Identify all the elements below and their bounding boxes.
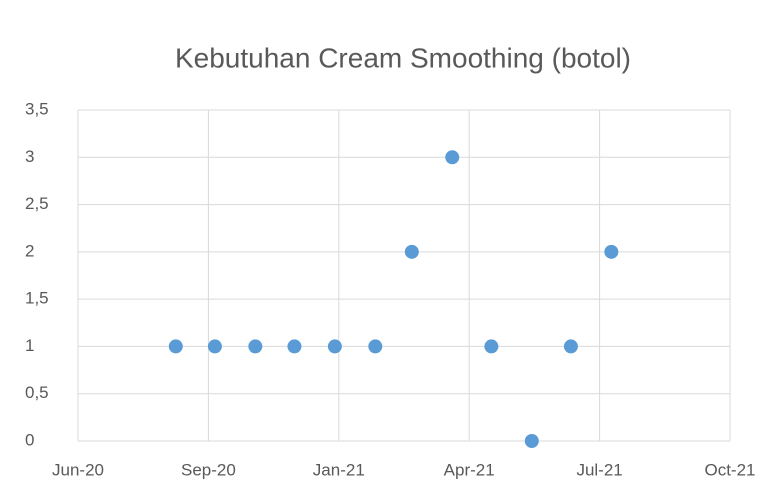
y-tick-label: 3,5 bbox=[25, 99, 49, 118]
chart-title: Kebutuhan Cream Smoothing (botol) bbox=[175, 42, 631, 73]
point bbox=[168, 339, 183, 354]
x-tick-label: Sep-20 bbox=[181, 460, 236, 479]
point bbox=[445, 150, 460, 165]
point bbox=[404, 244, 419, 259]
y-tick-label: 2 bbox=[25, 241, 34, 260]
x-tick-label: Jul-21 bbox=[576, 460, 622, 479]
point bbox=[563, 339, 578, 354]
x-tick-label: Jan-21 bbox=[313, 460, 365, 479]
point bbox=[604, 244, 619, 259]
point bbox=[524, 434, 539, 448]
y-tick-label: 3 bbox=[25, 147, 34, 166]
y-tick-label: 1 bbox=[25, 336, 34, 355]
y-tick-label: 0 bbox=[25, 430, 34, 449]
y-tick-label: 0,5 bbox=[25, 383, 49, 402]
y-tick-label: 2,5 bbox=[25, 194, 49, 213]
y-tick-label: 1,5 bbox=[25, 289, 49, 308]
point bbox=[484, 339, 499, 354]
x-tick-label: Apr-21 bbox=[444, 460, 495, 479]
point bbox=[368, 339, 383, 354]
point bbox=[207, 339, 222, 354]
point bbox=[327, 339, 342, 354]
x-tick-label: Jun-20 bbox=[52, 460, 104, 479]
point bbox=[287, 339, 302, 354]
point bbox=[248, 339, 263, 354]
x-tick-label: Oct-21 bbox=[704, 460, 755, 479]
